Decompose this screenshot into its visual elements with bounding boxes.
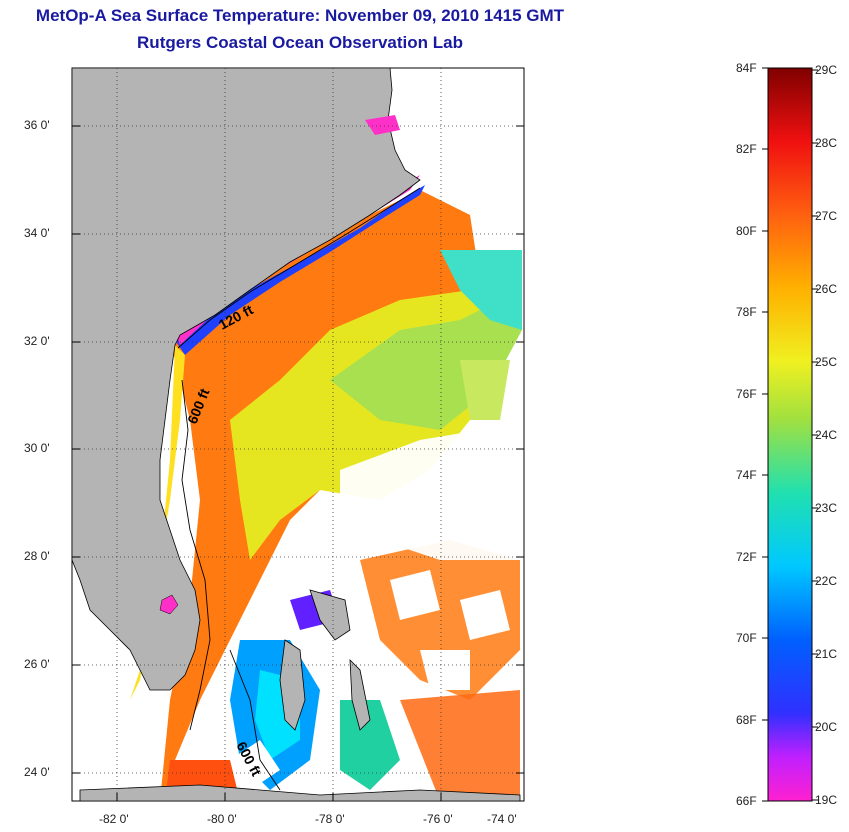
contour-600ft	[181, 379, 211, 731]
colorbar-c-19: 19C	[815, 793, 838, 807]
colorbar-c-22: 22C	[815, 574, 838, 588]
colorbar-c-27: 27C	[815, 209, 838, 223]
land-bahamas-eleuthera	[349, 658, 371, 731]
colorbar-f-70: 70F	[736, 631, 757, 645]
lat-label-34: 34 0'	[24, 226, 50, 240]
colorbar-f-82: 82F	[736, 142, 757, 156]
colorbar-c-25: 25C	[815, 355, 838, 369]
map-ticks	[72, 125, 524, 801]
colorbar-c-23: 23C	[815, 501, 838, 515]
map-grid	[72, 68, 524, 801]
colorbar-f-72: 72F	[736, 550, 757, 564]
lat-label-30: 30 0'	[24, 441, 50, 455]
lat-label-24: 24 0'	[24, 765, 50, 779]
colorbar-f-78: 78F	[736, 305, 757, 319]
colorbar-c-29: 29C	[815, 63, 838, 77]
colorbar-c-28: 28C	[815, 136, 838, 150]
land-bahamas-andros	[279, 639, 306, 731]
colorbar-f-74: 74F	[736, 468, 757, 482]
colorbar-c-20: 20C	[815, 720, 838, 734]
lon-label-74: -74 0'	[487, 812, 517, 826]
colorbar-ticks	[762, 67, 818, 802]
lat-label-28: 28 0'	[24, 549, 50, 563]
contour-120ft	[177, 187, 421, 349]
lat-label-36: 36 0'	[24, 118, 50, 132]
lon-label-76: -76 0'	[423, 812, 453, 826]
land-bahamas-abaco	[309, 589, 351, 641]
land-mainland	[72, 68, 421, 691]
lat-label-32: 32 0'	[24, 334, 50, 348]
colorbar-c-21: 21C	[815, 647, 838, 661]
colorbar-f-76: 76F	[736, 387, 757, 401]
colorbar-c-26: 26C	[815, 282, 838, 296]
pamlico-sound	[365, 115, 400, 135]
colorbar-c-24: 24C	[815, 428, 838, 442]
land-cuba	[79, 784, 521, 801]
lat-label-26: 26 0'	[24, 657, 50, 671]
colorbar-f-66: 66F	[736, 794, 757, 808]
lake-okeechobee	[159, 594, 179, 615]
sst-data-layer	[130, 175, 522, 801]
contour-600ft-bahamas	[229, 649, 281, 791]
lon-label-80: -80 0'	[207, 812, 237, 826]
lon-label-82: -82 0'	[99, 812, 129, 826]
lon-label-78: -78 0'	[315, 812, 345, 826]
map-subtitle: Rutgers Coastal Ocean Observation Lab	[137, 33, 463, 52]
colorbar-f-68: 68F	[736, 713, 757, 727]
colorbar	[767, 67, 813, 802]
colorbar-f-84: 84F	[736, 61, 757, 75]
map-title: MetOp-A Sea Surface Temperature: Novembe…	[35, 6, 565, 25]
colorbar-f-80: 80F	[736, 224, 757, 238]
